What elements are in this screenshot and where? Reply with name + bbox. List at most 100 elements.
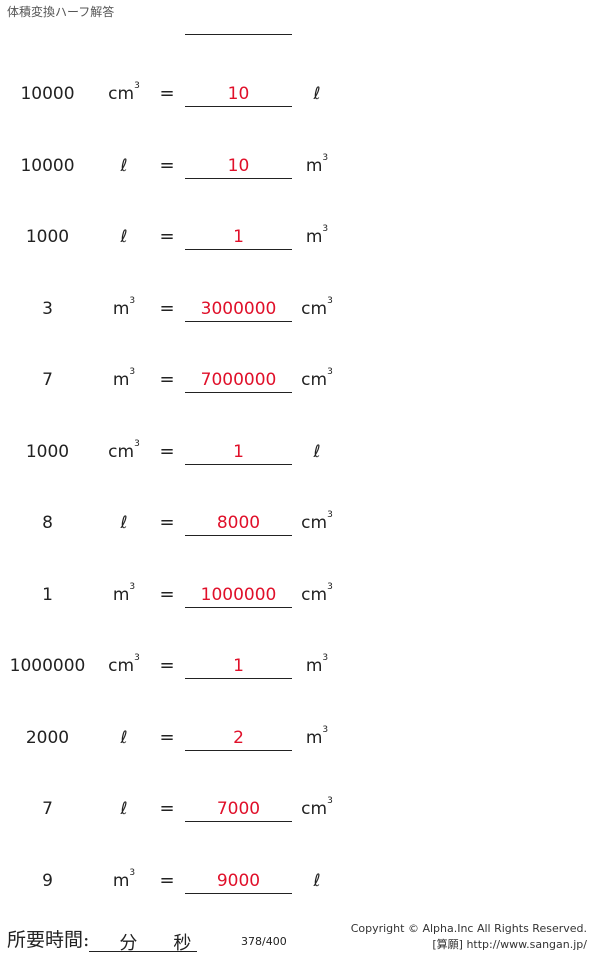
unit-text: m [112,298,130,319]
seconds-label: 秒 [173,933,192,954]
problem-row: 9 m3 = 9000 ℓ [0,867,600,901]
from-unit: m3 [100,367,148,390]
copyright: Copyright © Alpha.Inc All Rights Reserve… [351,921,587,953]
unit-exponent: 3 [322,724,329,735]
unit-exponent: 3 [327,510,333,520]
from-unit: ℓ [100,513,148,533]
problem-row: 3 m3 = 3000000 cm3 [0,295,600,329]
to-unit: ℓ [298,442,336,462]
worksheet-title: 体積変換ハーフ解答 [7,5,115,19]
unit-text: m [112,870,130,891]
unit-text: ℓ [120,227,128,247]
unit-text: m [112,370,130,390]
unit-text: m [112,584,130,605]
site-link: [算願] http://www.sangan.jp/ [432,938,587,951]
answer: 3000000 [185,299,292,322]
unit-text: cm [301,370,328,390]
unit-text: cm [108,656,135,676]
to-unit: cm3 [298,295,336,319]
unit-text: cm [108,84,135,104]
minutes-label: 分 [119,933,138,954]
from-unit: m3 [100,867,148,891]
equals-sign: = [159,369,175,390]
from-unit: ℓ [100,799,148,819]
value: 7 [42,799,53,819]
equals-sign: = [159,226,175,247]
to-unit: cm3 [298,581,336,605]
answer: 1 [185,227,292,250]
value: 3 [42,298,53,319]
unit-text: cm [301,513,328,533]
from-unit: cm3 [100,653,148,676]
equals-sign: = [159,512,175,533]
unit-text: m [305,656,323,676]
value: 8 [42,513,53,533]
from-unit: m3 [100,581,148,605]
unit-text: ℓ [120,799,128,819]
unit-text: m [305,227,323,247]
unit-exponent: 3 [327,367,333,377]
page-number: 378/400 [241,935,287,948]
equals-sign: = [159,440,175,462]
value: 10000 [20,155,75,176]
equals-sign: = [159,869,175,891]
to-unit: m3 [298,653,336,676]
unit-exponent: 3 [129,581,136,592]
equals-sign: = [159,655,175,676]
from-unit: ℓ [100,728,148,748]
unit-exponent: 3 [129,867,136,878]
to-unit: m3 [298,224,336,247]
to-unit: cm3 [298,796,336,819]
to-unit: m3 [298,152,336,176]
time-taken: 所要時間: 分秒 [7,925,198,954]
value: 1000 [25,441,70,462]
unit-exponent: 3 [322,152,329,163]
answer: 1 [185,656,292,679]
from-unit: ℓ [100,156,148,176]
from-unit: cm3 [100,439,148,462]
unit-text: m [305,727,323,748]
answer: 1 [185,442,292,465]
unit-exponent: 3 [134,81,140,91]
problem-row: 1000000 cm3 = 1 m3 [0,653,600,686]
problem-row: 8 ℓ = 8000 cm3 [0,510,600,543]
from-unit: m3 [100,296,148,319]
problem-row: 1 m3 = 1000000 cm3 [0,581,600,615]
unit-exponent: 3 [327,295,333,306]
problem-row: 1000 cm3 = 1 ℓ [0,439,600,472]
to-unit: cm3 [298,367,336,390]
value: 7 [42,370,53,390]
value: 1000 [25,227,70,247]
problem-row: 10000 cm3 = 10 ℓ [0,81,600,114]
equals-sign: = [159,297,175,319]
unit-text: m [305,155,323,176]
unit-text: cm [301,584,328,605]
unit-exponent: 3 [129,367,136,377]
unit-exponent: 3 [322,224,329,234]
to-unit: cm3 [298,510,336,533]
answer: 7000000 [185,370,292,393]
problem-row: 10000 ℓ = 10 m3 [0,152,600,186]
value: 10000 [20,84,75,104]
to-unit: m3 [298,724,336,748]
value: 9 [42,870,53,891]
problem-row: 2000 ℓ = 2 m3 [0,724,600,758]
answer: 10 [185,156,292,179]
unit-text: ℓ [120,727,128,748]
unit-text: ℓ [313,870,321,891]
from-unit: cm3 [100,81,148,104]
value: 1000000 [9,656,86,676]
value: 1 [42,584,53,605]
unit-text: ℓ [313,84,321,104]
top-line [185,34,292,35]
equals-sign: = [159,798,175,819]
unit-exponent: 3 [327,581,333,592]
unit-text: cm [301,799,328,819]
answer: 7000 [185,799,292,822]
problem-row: 7 ℓ = 7000 cm3 [0,796,600,829]
answer: 1000000 [185,585,292,608]
unit-exponent: 3 [134,653,140,663]
unit-text: ℓ [120,155,128,176]
equals-sign: = [159,83,175,104]
value: 2000 [25,727,70,748]
